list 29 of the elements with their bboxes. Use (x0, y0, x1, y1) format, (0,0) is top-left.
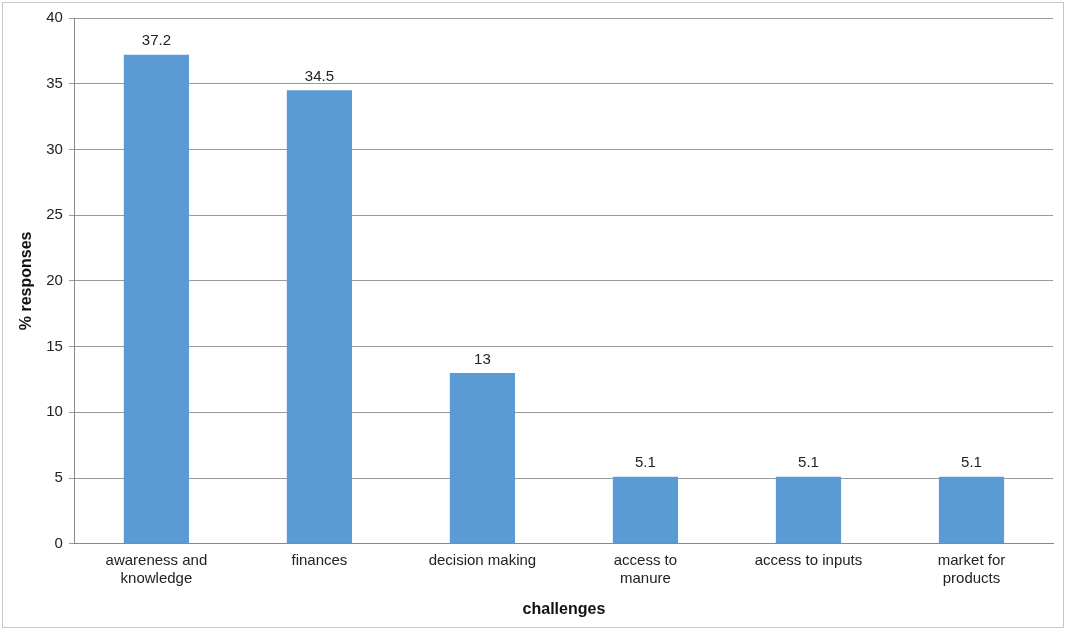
y-tick-label: 35 (46, 73, 63, 91)
x-tick-label: access to inputs (754, 550, 863, 568)
y-tick-label: 15 (46, 336, 63, 354)
bar (938, 476, 1005, 544)
x-tick-label: awareness and knowledge (105, 550, 208, 586)
data-label: 5.1 (961, 453, 982, 471)
y-tick-label: 30 (46, 139, 63, 157)
x-tick-label: finances (291, 550, 348, 568)
bar (775, 476, 842, 544)
bar (286, 90, 353, 544)
y-tick-label: 20 (46, 271, 63, 289)
y-tick-label: 10 (46, 402, 63, 420)
data-label: 37.2 (141, 31, 171, 49)
y-tick-label: 5 (54, 468, 63, 486)
x-tick-label: access to manure (613, 550, 678, 586)
x-tick-label: market for products (937, 550, 1006, 586)
data-label: 13 (474, 349, 491, 367)
x-tick-label: decision making (428, 550, 537, 568)
x-axis-title: challenges (522, 599, 606, 617)
y-tick-label: 40 (46, 8, 63, 26)
data-label: 5.1 (798, 453, 819, 471)
data-label: 5.1 (635, 453, 656, 471)
bar (612, 476, 679, 544)
bar (123, 54, 189, 544)
bar (449, 372, 516, 544)
data-label: 34.5 (304, 66, 335, 84)
y-axis-title: % responses (17, 231, 35, 331)
y-tick-label: 0 (54, 533, 63, 551)
y-tick-label: 25 (46, 205, 63, 223)
